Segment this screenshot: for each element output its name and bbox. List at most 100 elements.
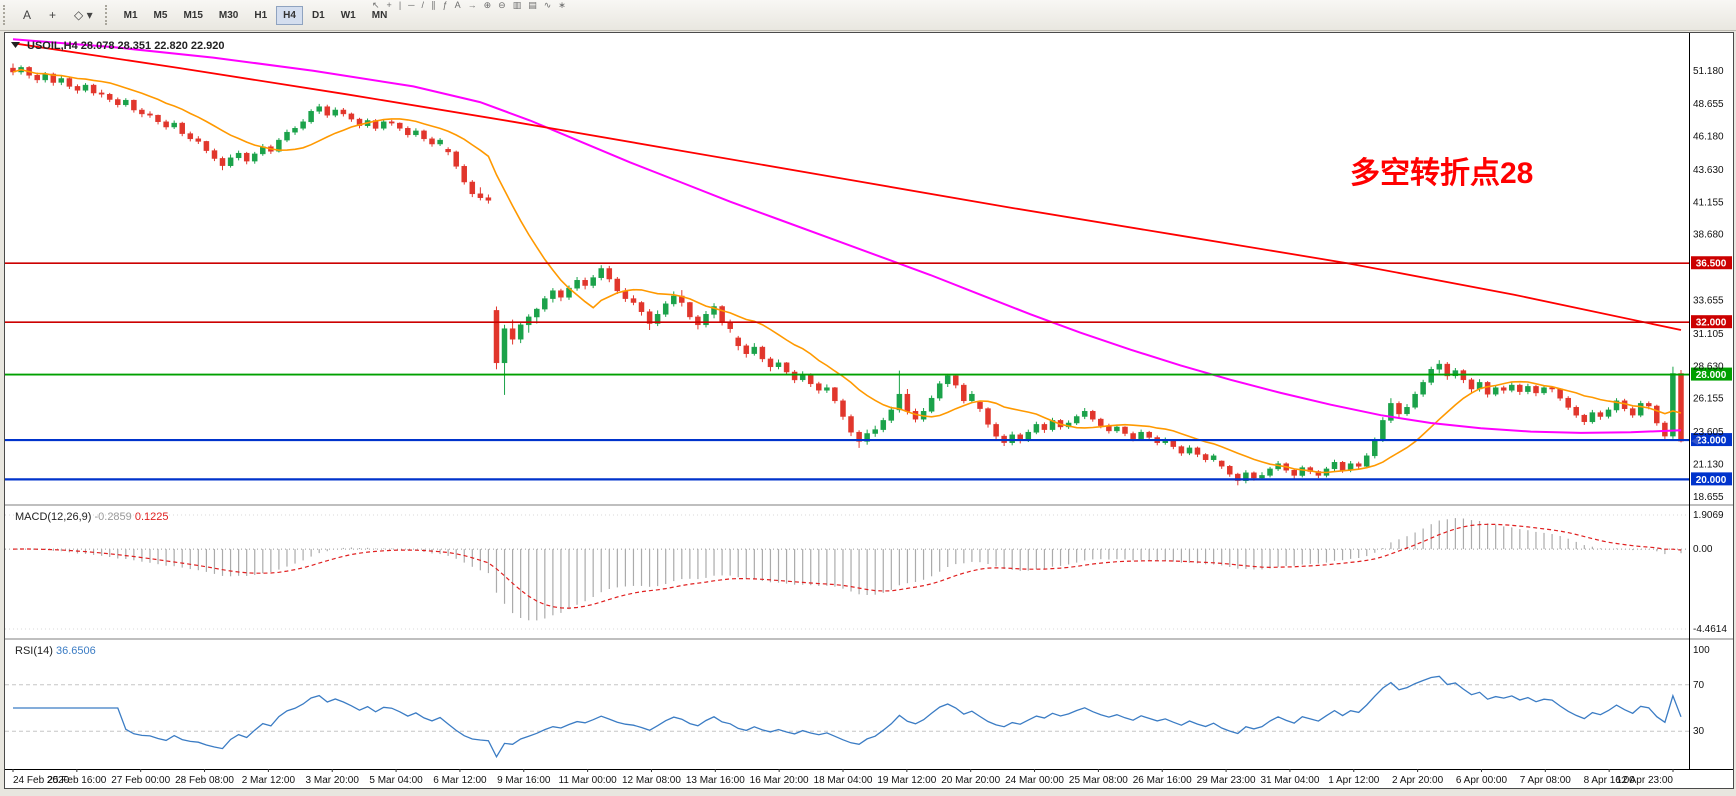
zoom-out-icon[interactable]: ⊖ xyxy=(498,0,506,10)
svg-text:18.655: 18.655 xyxy=(1693,492,1724,503)
chart-window[interactable]: 36.500 32.000 28.000 23.000 20.000 51.180 48.6… xyxy=(4,32,1734,789)
crosshair-icon[interactable]: + xyxy=(386,0,392,10)
svg-text:46.180: 46.180 xyxy=(1693,131,1724,142)
macd-label: MACD(12,26,9) -0.2859 0.1225 xyxy=(15,511,169,523)
time-label: 12 Apr 23:00 xyxy=(1616,775,1673,786)
text-icon[interactable]: A xyxy=(454,0,461,10)
time-label: 11 Mar 00:00 xyxy=(559,775,618,786)
time-label: 12 Mar 08:00 xyxy=(622,775,681,786)
svg-text:41.155: 41.155 xyxy=(1693,197,1724,208)
candle-chart-icon[interactable]: ▥ xyxy=(512,0,522,10)
channel-icon[interactable]: ∥ xyxy=(431,0,436,10)
timeframe-button-h1[interactable]: H1 xyxy=(254,9,268,21)
timeframes-group: M1 M5 M15 M30 H1 H4 D1 W1 MN xyxy=(116,5,396,25)
crosshair-tool[interactable]: + xyxy=(49,8,57,22)
chart-title: USOIL,H4 28.078 28.351 22.820 22.920 xyxy=(27,40,225,52)
svg-text:28.000: 28.000 xyxy=(1696,370,1727,381)
fibonacci-icon[interactable]: ƒ xyxy=(442,0,448,10)
timeframe-button-mn[interactable]: MN xyxy=(371,9,388,21)
svg-text:48.655: 48.655 xyxy=(1693,99,1724,110)
toolbar-top-icons: ↖ + | ─ / ∥ ƒ A → ⊕ ⊖ ▥ ▤ ∿ ∗ xyxy=(372,0,566,11)
time-label: 27 Feb 00:00 xyxy=(111,775,170,786)
ma-fast-line xyxy=(12,68,1682,474)
svg-text:23.605: 23.605 xyxy=(1693,427,1724,438)
rsi-label: RSI(14) 36.6506 xyxy=(15,645,96,657)
time-label: 28 Feb 08:00 xyxy=(175,775,234,786)
time-label: 26 Mar 16:00 xyxy=(1133,775,1192,786)
time-label: 8 Apr 16:00 xyxy=(1584,775,1636,786)
ma-slow-line xyxy=(12,42,1682,331)
price-badge-20.000: 20.000 xyxy=(1691,472,1732,486)
svg-text:100: 100 xyxy=(1693,645,1710,656)
svg-text:32.000: 32.000 xyxy=(1696,318,1727,329)
draw-tools-dropdown[interactable]: ◇ ▾ xyxy=(74,8,93,22)
time-label: 2 Mar 12:00 xyxy=(242,775,296,786)
price-axis[interactable]: 51.180 48.655 46.180 43.630 41.155 38.680 33.6… xyxy=(1693,66,1727,737)
timeframe-button-m5[interactable]: M5 xyxy=(153,9,168,21)
time-label: 16 Mar 20:00 xyxy=(750,775,809,786)
svg-text:31.105: 31.105 xyxy=(1693,329,1724,340)
chart-canvas[interactable]: 36.500 32.000 28.000 23.000 20.000 51.180 48.6… xyxy=(5,33,1733,788)
svg-text:36.500: 36.500 xyxy=(1696,259,1727,270)
price-badge-28.000: 28.000 xyxy=(1691,367,1732,381)
svg-text:30: 30 xyxy=(1693,726,1705,737)
price-badge-36.500: 36.500 xyxy=(1691,256,1732,270)
time-label: 3 Mar 20:00 xyxy=(306,775,360,786)
zoom-in-icon[interactable]: ⊕ xyxy=(483,0,492,10)
macd-histogram xyxy=(20,518,1682,621)
trendline-icon[interactable]: / xyxy=(421,0,425,10)
time-label: 25 Mar 08:00 xyxy=(1069,775,1128,786)
price-badge-23.000: 23.000 xyxy=(1691,433,1732,447)
chart-collapse-arrow[interactable] xyxy=(11,42,20,48)
indicators-icon[interactable]: ∗ xyxy=(558,0,566,10)
time-label: 19 Mar 12:00 xyxy=(877,775,936,786)
time-label: 6 Mar 12:00 xyxy=(433,775,487,786)
timeframe-button-w1[interactable]: W1 xyxy=(340,9,356,21)
time-label: 31 Mar 04:00 xyxy=(1260,775,1319,786)
line-chart-icon[interactable]: ∿ xyxy=(543,0,552,10)
svg-text:43.630: 43.630 xyxy=(1693,165,1724,176)
svg-text:51.180: 51.180 xyxy=(1693,66,1724,77)
svg-text:26.155: 26.155 xyxy=(1693,394,1724,405)
toolbar: A + ◇ ▾ M1 M5 M15 M30 H1 H4 D1 W1 MN ↖ + | ─ / ∥ ƒ A → ⊕ ⊖ ▥ ▤… xyxy=(0,0,1736,31)
svg-text:1.9069: 1.9069 xyxy=(1693,510,1724,521)
svg-text:21.130: 21.130 xyxy=(1693,460,1724,471)
arrow-icon[interactable]: → xyxy=(467,0,477,10)
svg-text:70: 70 xyxy=(1693,680,1705,691)
time-label: 7 Apr 08:00 xyxy=(1520,775,1572,786)
toolbar-drag-handle[interactable] xyxy=(3,5,9,25)
rsi-line xyxy=(13,675,1682,759)
time-label: 2 Apr 20:00 xyxy=(1392,775,1444,786)
time-label: 13 Mar 16:00 xyxy=(686,775,745,786)
time-label: 24 Feb 2020 xyxy=(13,775,70,786)
cursor-icon[interactable]: ↖ xyxy=(372,0,380,10)
svg-text:28.630: 28.630 xyxy=(1693,361,1724,372)
svg-text:23.000: 23.000 xyxy=(1696,436,1727,447)
bar-chart-icon[interactable]: ▤ xyxy=(528,0,537,10)
timeframe-button-m15[interactable]: M15 xyxy=(183,9,203,21)
macd-signal-line xyxy=(12,523,1682,609)
timeframe-button-h4[interactable]: H4 xyxy=(276,5,303,25)
current-price-marker xyxy=(1691,437,1698,446)
timeframe-button-m1[interactable]: M1 xyxy=(123,9,138,21)
svg-text:-4.4614: -4.4614 xyxy=(1693,624,1727,635)
timeframe-button-m30[interactable]: M30 xyxy=(218,9,239,21)
time-label: 5 Mar 04:00 xyxy=(369,775,423,786)
svg-text:38.680: 38.680 xyxy=(1693,230,1724,241)
line-tools-group: A + ◇ ▾ xyxy=(14,5,102,25)
vertical-line-icon[interactable]: | xyxy=(398,0,402,10)
text-label-tool[interactable]: A xyxy=(23,8,32,22)
time-label: 20 Mar 20:00 xyxy=(941,775,1000,786)
ma-mid-line xyxy=(12,38,1682,434)
time-label: 29 Mar 23:00 xyxy=(1197,775,1256,786)
time-label: 25 Feb 16:00 xyxy=(47,775,106,786)
horizontal-line-icon[interactable]: ─ xyxy=(408,0,415,10)
time-label: 1 Apr 12:00 xyxy=(1328,775,1380,786)
price-badge-32.000: 32.000 xyxy=(1691,315,1732,329)
svg-text:33.655: 33.655 xyxy=(1693,296,1724,307)
toolbar-drag-handle-2[interactable] xyxy=(104,5,111,25)
chart-annotation-text[interactable]: 多空转折点28 xyxy=(1350,157,1533,190)
candlesticks xyxy=(10,63,1684,486)
timeframe-button-d1[interactable]: D1 xyxy=(311,9,325,21)
